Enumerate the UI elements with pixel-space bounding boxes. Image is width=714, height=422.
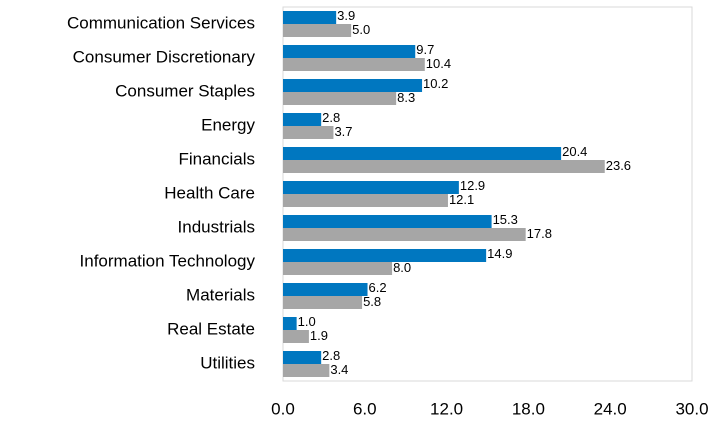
data-label: 3.7: [334, 124, 352, 139]
category-label: Industrials: [178, 217, 255, 236]
bar: [283, 296, 363, 309]
data-label: 23.6: [606, 158, 631, 173]
category-label: Real Estate: [167, 319, 255, 338]
data-label: 10.2: [423, 76, 448, 91]
data-label: 2.8: [322, 110, 340, 125]
x-tick-label: 0.0: [271, 399, 295, 418]
bar: [283, 24, 352, 37]
data-label: 9.7: [416, 42, 434, 57]
bar: [283, 194, 448, 207]
bar: [283, 283, 368, 296]
x-tick-label: 30.0: [675, 399, 708, 418]
category-label: Consumer Discretionary: [73, 47, 256, 66]
data-label: 3.4: [330, 362, 348, 377]
bar: [283, 58, 425, 71]
data-label: 20.4: [562, 144, 587, 159]
x-tick-label: 18.0: [512, 399, 545, 418]
data-label: 8.3: [397, 90, 415, 105]
category-label: Energy: [201, 115, 255, 134]
x-tick-label: 24.0: [594, 399, 627, 418]
data-label: 8.0: [393, 260, 411, 275]
category-label: Materials: [186, 285, 255, 304]
bar: [283, 351, 322, 364]
bar: [283, 113, 322, 126]
data-label: 12.9: [460, 178, 485, 193]
bar: [283, 262, 393, 275]
bar: [283, 330, 309, 343]
data-label: 14.9: [487, 246, 512, 261]
bar: [283, 45, 416, 58]
bar: [283, 228, 526, 241]
category-label: Consumer Staples: [115, 81, 255, 100]
x-tick-label: 12.0: [430, 399, 463, 418]
bar: [283, 147, 562, 160]
data-label: 1.9: [310, 328, 328, 343]
data-label: 5.0: [352, 22, 370, 37]
x-tick-label: 6.0: [353, 399, 377, 418]
data-label: 15.3: [493, 212, 518, 227]
bar: [283, 215, 492, 228]
data-label: 12.1: [449, 192, 474, 207]
bar: [283, 181, 459, 194]
bar: [283, 126, 334, 139]
data-label: 5.8: [363, 294, 381, 309]
data-label: 6.2: [369, 280, 387, 295]
category-label: Information Technology: [80, 251, 256, 270]
data-label: 2.8: [322, 348, 340, 363]
bar: [283, 11, 337, 24]
category-label: Health Care: [164, 183, 255, 202]
bar: [283, 160, 605, 173]
data-label: 17.8: [527, 226, 552, 241]
bar: [283, 317, 297, 330]
data-label: 3.9: [337, 8, 355, 23]
category-label: Communication Services: [67, 13, 255, 32]
bar: [283, 249, 487, 262]
bar: [283, 364, 330, 377]
category-label: Utilities: [200, 353, 255, 372]
data-label: 10.4: [426, 56, 451, 71]
bar: [283, 79, 423, 92]
category-label: Financials: [178, 149, 255, 168]
data-label: 1.0: [298, 314, 316, 329]
bar: [283, 92, 397, 105]
